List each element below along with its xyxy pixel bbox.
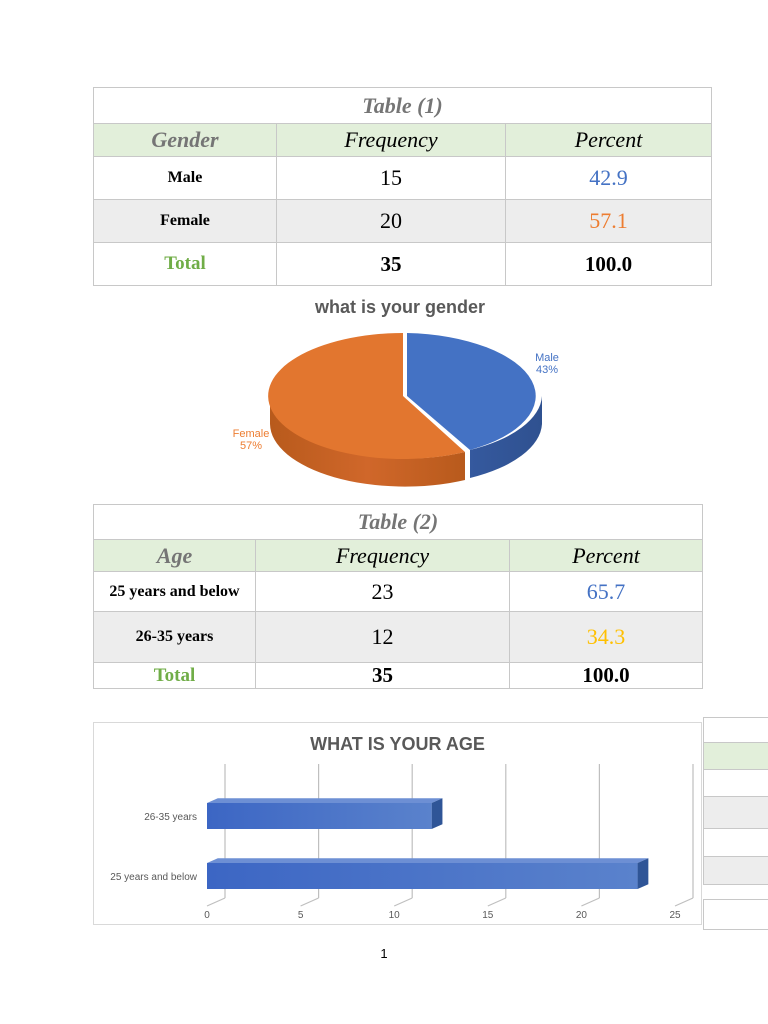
- cropped-cell: [703, 899, 768, 930]
- column-header-age: Age: [93, 539, 256, 572]
- cropped-cell: [703, 797, 768, 829]
- frequency-cell: 15: [276, 156, 506, 200]
- table-2: Table (2) Age Frequency Percent 25 years…: [92, 504, 704, 689]
- percent-cell: 65.7: [508, 571, 704, 612]
- pie-label-male: Male: [535, 352, 559, 364]
- column-header-frequency: Frequency: [276, 123, 506, 157]
- column-header-gender: Gender: [93, 123, 277, 157]
- cropped-cell: [703, 743, 768, 770]
- gridline-depth: [581, 897, 600, 907]
- row-label: Female: [93, 199, 277, 243]
- gridline-depth: [206, 897, 226, 907]
- pie-label-female: Female: [233, 428, 270, 440]
- column-header-percent: Percent: [508, 539, 704, 572]
- bar: [207, 803, 432, 829]
- bar: [207, 863, 638, 889]
- row-label: 25 years and below: [93, 571, 256, 612]
- total-frequency: 35: [255, 662, 510, 689]
- percent-cell: 57.1: [504, 199, 713, 243]
- cropped-cell: [703, 829, 768, 857]
- gridline-depth: [393, 897, 413, 907]
- age-chart-frame: [93, 722, 702, 925]
- column-header-frequency: Frequency: [255, 539, 510, 572]
- bar-chart-title: WHAT IS YOUR AGE: [310, 734, 485, 754]
- gridline-depth: [487, 897, 507, 907]
- pie-slice-male-side: [470, 396, 542, 478]
- pie-value-male: 43%: [536, 364, 558, 376]
- table-row: Female 20 57.1: [93, 199, 713, 243]
- bar-top-face: [207, 798, 443, 803]
- table-caption: Table (2): [92, 504, 704, 540]
- row-label: Male: [93, 156, 277, 200]
- frequency-cell: 12: [255, 611, 510, 663]
- total-label: Total: [93, 662, 256, 689]
- x-tick-label: 0: [204, 910, 210, 921]
- gender-pie-chart: Male 43% Female 57%: [233, 333, 559, 487]
- total-frequency: 35: [276, 242, 506, 286]
- row-label: 26-35 years: [93, 611, 256, 663]
- age-bar-chart: 0 5 10 15 20 25 26-35 years 25 years and below: [110, 764, 694, 921]
- x-tick-label: 10: [389, 910, 401, 921]
- pie-slice-female-side: [270, 396, 465, 487]
- gridline-depth: [300, 897, 319, 907]
- bar-end-face: [431, 798, 443, 829]
- percent-cell: 34.3: [508, 611, 704, 663]
- x-tick-label: 15: [482, 910, 494, 921]
- pie-slice-female: [268, 333, 465, 459]
- total-row: Total 35 100.0: [93, 242, 713, 286]
- total-percent: 100.0: [508, 662, 704, 689]
- table-row: Male 15 42.9: [93, 156, 713, 200]
- y-category-label: 26-35 years: [144, 812, 197, 823]
- bar-end-face: [637, 858, 649, 889]
- frequency-cell: 23: [255, 571, 510, 612]
- table-1: Table (1) Gender Frequency Percent Male …: [92, 87, 713, 286]
- x-tick-label: 20: [576, 910, 588, 921]
- table-caption: Table (1): [92, 87, 713, 124]
- total-label: Total: [93, 242, 277, 286]
- cropped-cell: [703, 770, 768, 797]
- gridline-depth: [674, 897, 694, 907]
- cropped-table-edge: [703, 717, 768, 930]
- page-number: 1: [380, 946, 388, 961]
- cropped-cell: [703, 717, 768, 743]
- total-percent: 100.0: [504, 242, 713, 286]
- percent-cell: 42.9: [504, 156, 713, 200]
- pie-chart-title: what is your gender: [314, 297, 486, 317]
- frequency-cell: 20: [276, 199, 506, 243]
- pie-slice-male: [407, 333, 536, 450]
- column-header-percent: Percent: [504, 123, 713, 157]
- y-category-label: 25 years and below: [110, 872, 198, 883]
- bar-top-face: [207, 858, 649, 863]
- total-row: Total 35 100.0: [93, 662, 704, 689]
- cropped-cell: [703, 857, 768, 885]
- pie-value-female: 57%: [240, 440, 262, 452]
- x-tick-label: 5: [298, 910, 304, 921]
- table-row: 26-35 years 12 34.3: [93, 611, 704, 663]
- table-row: 25 years and below 23 65.7: [93, 571, 704, 612]
- x-tick-label: 25: [669, 910, 681, 921]
